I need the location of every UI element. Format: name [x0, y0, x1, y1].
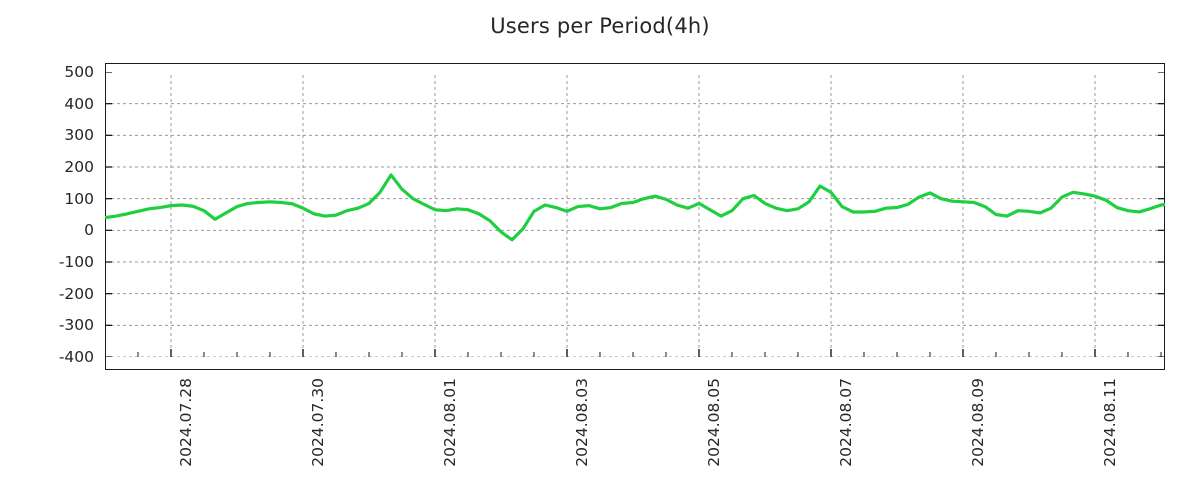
- x-tick-label: 2024.07.28: [177, 378, 195, 467]
- x-tick-label: 2024.08.05: [705, 378, 723, 467]
- y-tick-label: -200: [58, 284, 94, 303]
- x-tick-label: 2024.08.11: [1101, 378, 1119, 467]
- y-tick-label: -300: [58, 316, 94, 335]
- data-series-line: [105, 173, 1165, 242]
- y-tick-label: 200: [64, 158, 94, 176]
- vertical-gridlines: [170, 72, 1096, 357]
- plot-frame: [105, 63, 1165, 370]
- chart-canvas: [105, 72, 1165, 357]
- y-tick-label: 300: [64, 126, 94, 145]
- y-axis-tick-labels: 500 400 300 200 100 0 -100 -200 -300 -400: [28, 63, 94, 366]
- y-tick-label: 100: [64, 189, 94, 208]
- x-tick-label: 2024.08.09: [969, 378, 987, 467]
- chart-title: Users per Period(4h): [490, 14, 710, 38]
- y-tick-label: 500: [64, 63, 94, 81]
- y-tick-label: 0: [84, 221, 94, 240]
- x-axis-tick-labels: 2024.07.28 2024.07.30 2024.08.01 2024.08.03…: [0, 378, 1200, 498]
- x-tick-label: 2024.07.30: [309, 378, 327, 467]
- x-tick-label: 2024.08.03: [573, 378, 591, 467]
- y-tick-label: 400: [64, 94, 94, 113]
- horizontal-gridlines: [105, 72, 1165, 357]
- y-tick-label: -100: [58, 253, 94, 271]
- x-tick-label: 2024.08.01: [441, 378, 459, 467]
- axis-major-ticks: [170, 349, 1096, 357]
- y-tick-label: -400: [58, 348, 94, 366]
- x-tick-label: 2024.08.07: [837, 378, 855, 467]
- plot-area: [105, 72, 1165, 357]
